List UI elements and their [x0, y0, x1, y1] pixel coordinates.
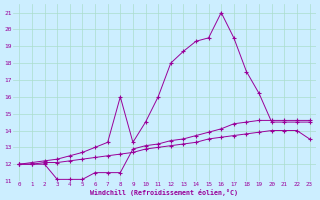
- X-axis label: Windchill (Refroidissement éolien,°C): Windchill (Refroidissement éolien,°C): [91, 189, 238, 196]
